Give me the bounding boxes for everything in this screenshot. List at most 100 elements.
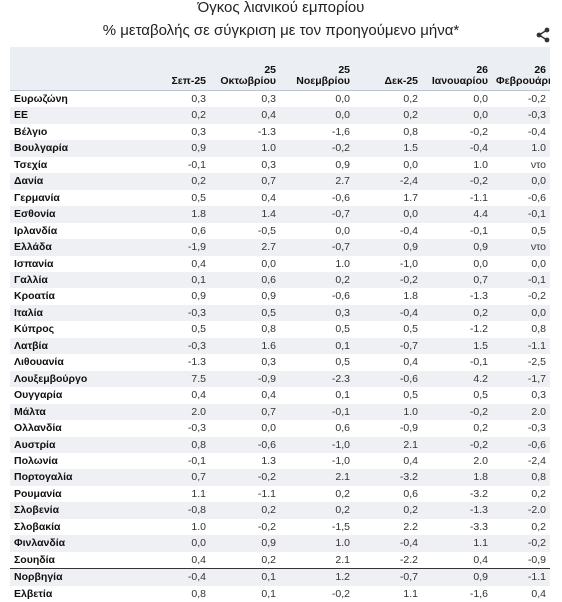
table-cell: 0,2	[422, 420, 492, 436]
table-cell: -2.0	[492, 502, 550, 518]
table-cell: -0,4	[132, 569, 210, 586]
table-cell: -0,1	[422, 354, 492, 370]
table-cell: 0,9	[354, 239, 422, 255]
table-cell: 0,2	[354, 107, 422, 123]
table-cell: 2.1	[280, 552, 354, 569]
table-cell: -0,2	[492, 91, 550, 108]
column-header: Σεπ-25	[132, 47, 210, 91]
table-cell: 0,3	[210, 91, 280, 108]
table-cell: -0,2	[422, 124, 492, 140]
table-cell: -0,7	[280, 206, 354, 222]
table-cell: -1,5	[280, 519, 354, 535]
country-name: Ολλανδία	[10, 420, 132, 436]
table-cell: 0,2	[492, 486, 550, 502]
table-cell: 0,8	[492, 321, 550, 337]
table-cell: -0,3	[132, 305, 210, 321]
table-cell: 0,9	[422, 569, 492, 586]
table-cell: 1.8	[132, 206, 210, 222]
table-cell: 0,4	[422, 552, 492, 569]
table-cell: -1.3	[132, 354, 210, 370]
table-cell: 1.0	[354, 404, 422, 420]
table-cell: 0,9	[210, 288, 280, 304]
table-cell: -2.2	[354, 552, 422, 569]
table-cell: 0,7	[422, 272, 492, 288]
table-cell: 0,9	[210, 535, 280, 551]
table-cell: -0,1	[132, 453, 210, 469]
table-cell: -0,4	[492, 124, 550, 140]
table-cell: -0,1	[132, 157, 210, 173]
table-cell: -1,0	[280, 453, 354, 469]
table-cell: 0,5	[280, 354, 354, 370]
table-cell: 2.2	[354, 519, 422, 535]
table-cell: 0,9	[280, 157, 354, 173]
country-name: Ελλάδα	[10, 239, 132, 255]
table-cell: 0,9	[422, 239, 492, 255]
table-cell: 0,2	[210, 502, 280, 518]
table-cell: -0,2	[492, 288, 550, 304]
table-cell: -0,4	[422, 140, 492, 156]
table-cell: 1.7	[354, 190, 422, 206]
country-name: Πολωνία	[10, 453, 132, 469]
table-cell: 0,1	[280, 387, 354, 403]
table-cell: -0,2	[492, 535, 550, 551]
table-cell: 2.7	[210, 239, 280, 255]
table-cell: -0,5	[210, 223, 280, 239]
country-name: Γερμανία	[10, 190, 132, 206]
country-name: Ρουμανία	[10, 486, 132, 502]
retail-volume-table: Σεπ-25 25 Οκτωβρίου 25 Νοεμβρίου Δεκ-25 …	[10, 47, 550, 602]
table-cell: -0,2	[280, 140, 354, 156]
table-cell: -1,6	[280, 124, 354, 140]
table-cell: 0,2	[280, 502, 354, 518]
table-cell: -0,3	[492, 420, 550, 436]
table-cell: 0,2	[280, 272, 354, 288]
table-cell: 0,1	[132, 272, 210, 288]
table-cell: -0,6	[280, 190, 354, 206]
table-cell: -0,6	[280, 288, 354, 304]
table-cell: -0,4	[354, 305, 422, 321]
table-cell: 0,5	[354, 321, 422, 337]
table-cell: 0,5	[354, 387, 422, 403]
country-name: Ισπανία	[10, 256, 132, 272]
table-cell: -0,7	[354, 338, 422, 354]
country-name: Λιθουανία	[10, 354, 132, 370]
header-country	[10, 47, 132, 91]
table-cell: 0,4	[210, 387, 280, 403]
table-cell: -1.1	[492, 338, 550, 354]
table-cell: 0,7	[132, 469, 210, 485]
table-cell: 0,7	[210, 173, 280, 189]
page-title: Όγκος λιανικού εμπορίου	[0, 0, 562, 16]
country-name: Νορβηγία	[10, 569, 132, 586]
table-cell: -0,8	[132, 502, 210, 518]
country-name: Δανία	[10, 173, 132, 189]
table-cell: 0,5	[132, 190, 210, 206]
table-cell: -2,4	[492, 453, 550, 469]
country-name: Πορτογαλία	[10, 469, 132, 485]
table-cell: 0,2	[354, 91, 422, 108]
country-name: Ευρωζώνη	[10, 91, 132, 108]
table-cell: 1.5	[354, 140, 422, 156]
country-name: Σλοβακία	[10, 519, 132, 535]
table-cell: 0,0	[422, 91, 492, 108]
share-icon[interactable]	[535, 27, 551, 43]
table-cell: 1.0	[280, 535, 354, 551]
table-cell: 1.4	[210, 206, 280, 222]
table-cell: -0,9	[354, 420, 422, 436]
table-cell: 2.0	[422, 453, 492, 469]
table-cell: -1.3	[422, 502, 492, 518]
table-cell: 1.0	[132, 519, 210, 535]
table-cell: 1.8	[422, 469, 492, 485]
table-cell: -2.3	[280, 371, 354, 387]
